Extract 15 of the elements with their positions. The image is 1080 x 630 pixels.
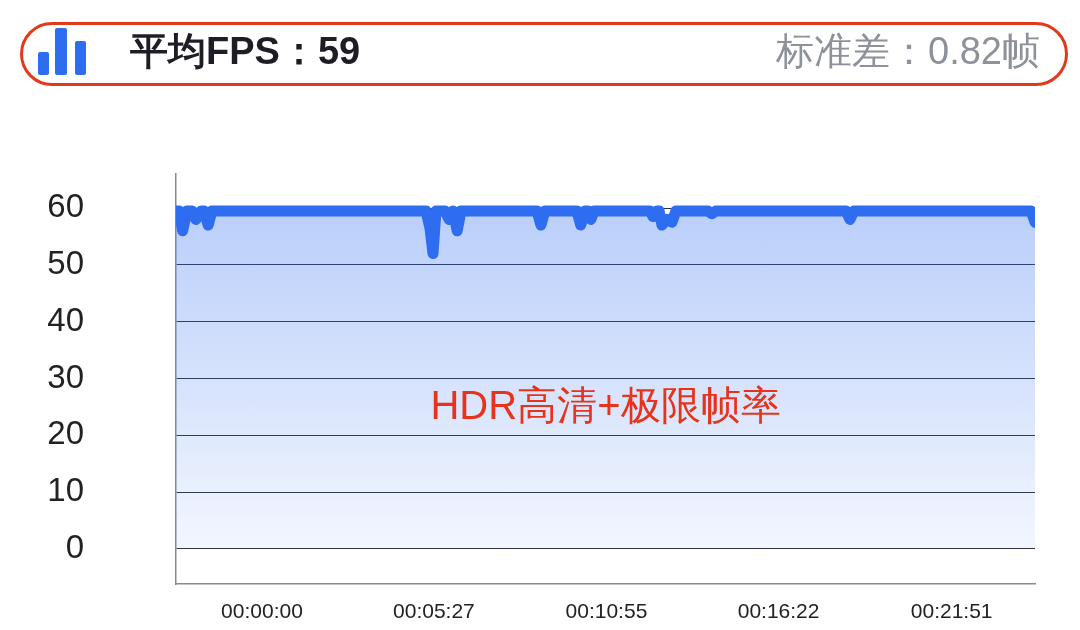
y-tick-label: 0 — [65, 527, 84, 565]
x-tick-label: 00:05:27 — [393, 599, 475, 623]
chart-title: 平均FPS：59 — [130, 29, 361, 73]
x-tick-label: 00:16:22 — [737, 599, 820, 623]
y-tick-label: 60 — [47, 187, 84, 225]
annotation: HDR高清+极限帧率 — [430, 382, 781, 427]
y-tick-label: 50 — [47, 243, 84, 281]
y-tick-label: 40 — [47, 300, 84, 338]
y-tick-label: 20 — [47, 414, 84, 452]
x-tick-label: 00:10:55 — [565, 599, 648, 623]
y-tick-label: 10 — [47, 471, 84, 509]
y-tick-label: 30 — [47, 357, 84, 395]
chart-subtitle: 标准差：0.82帧 — [776, 29, 1040, 73]
x-tick-label: 00:00:00 — [221, 599, 303, 623]
x-tick-label: 00:21:51 — [910, 599, 993, 623]
